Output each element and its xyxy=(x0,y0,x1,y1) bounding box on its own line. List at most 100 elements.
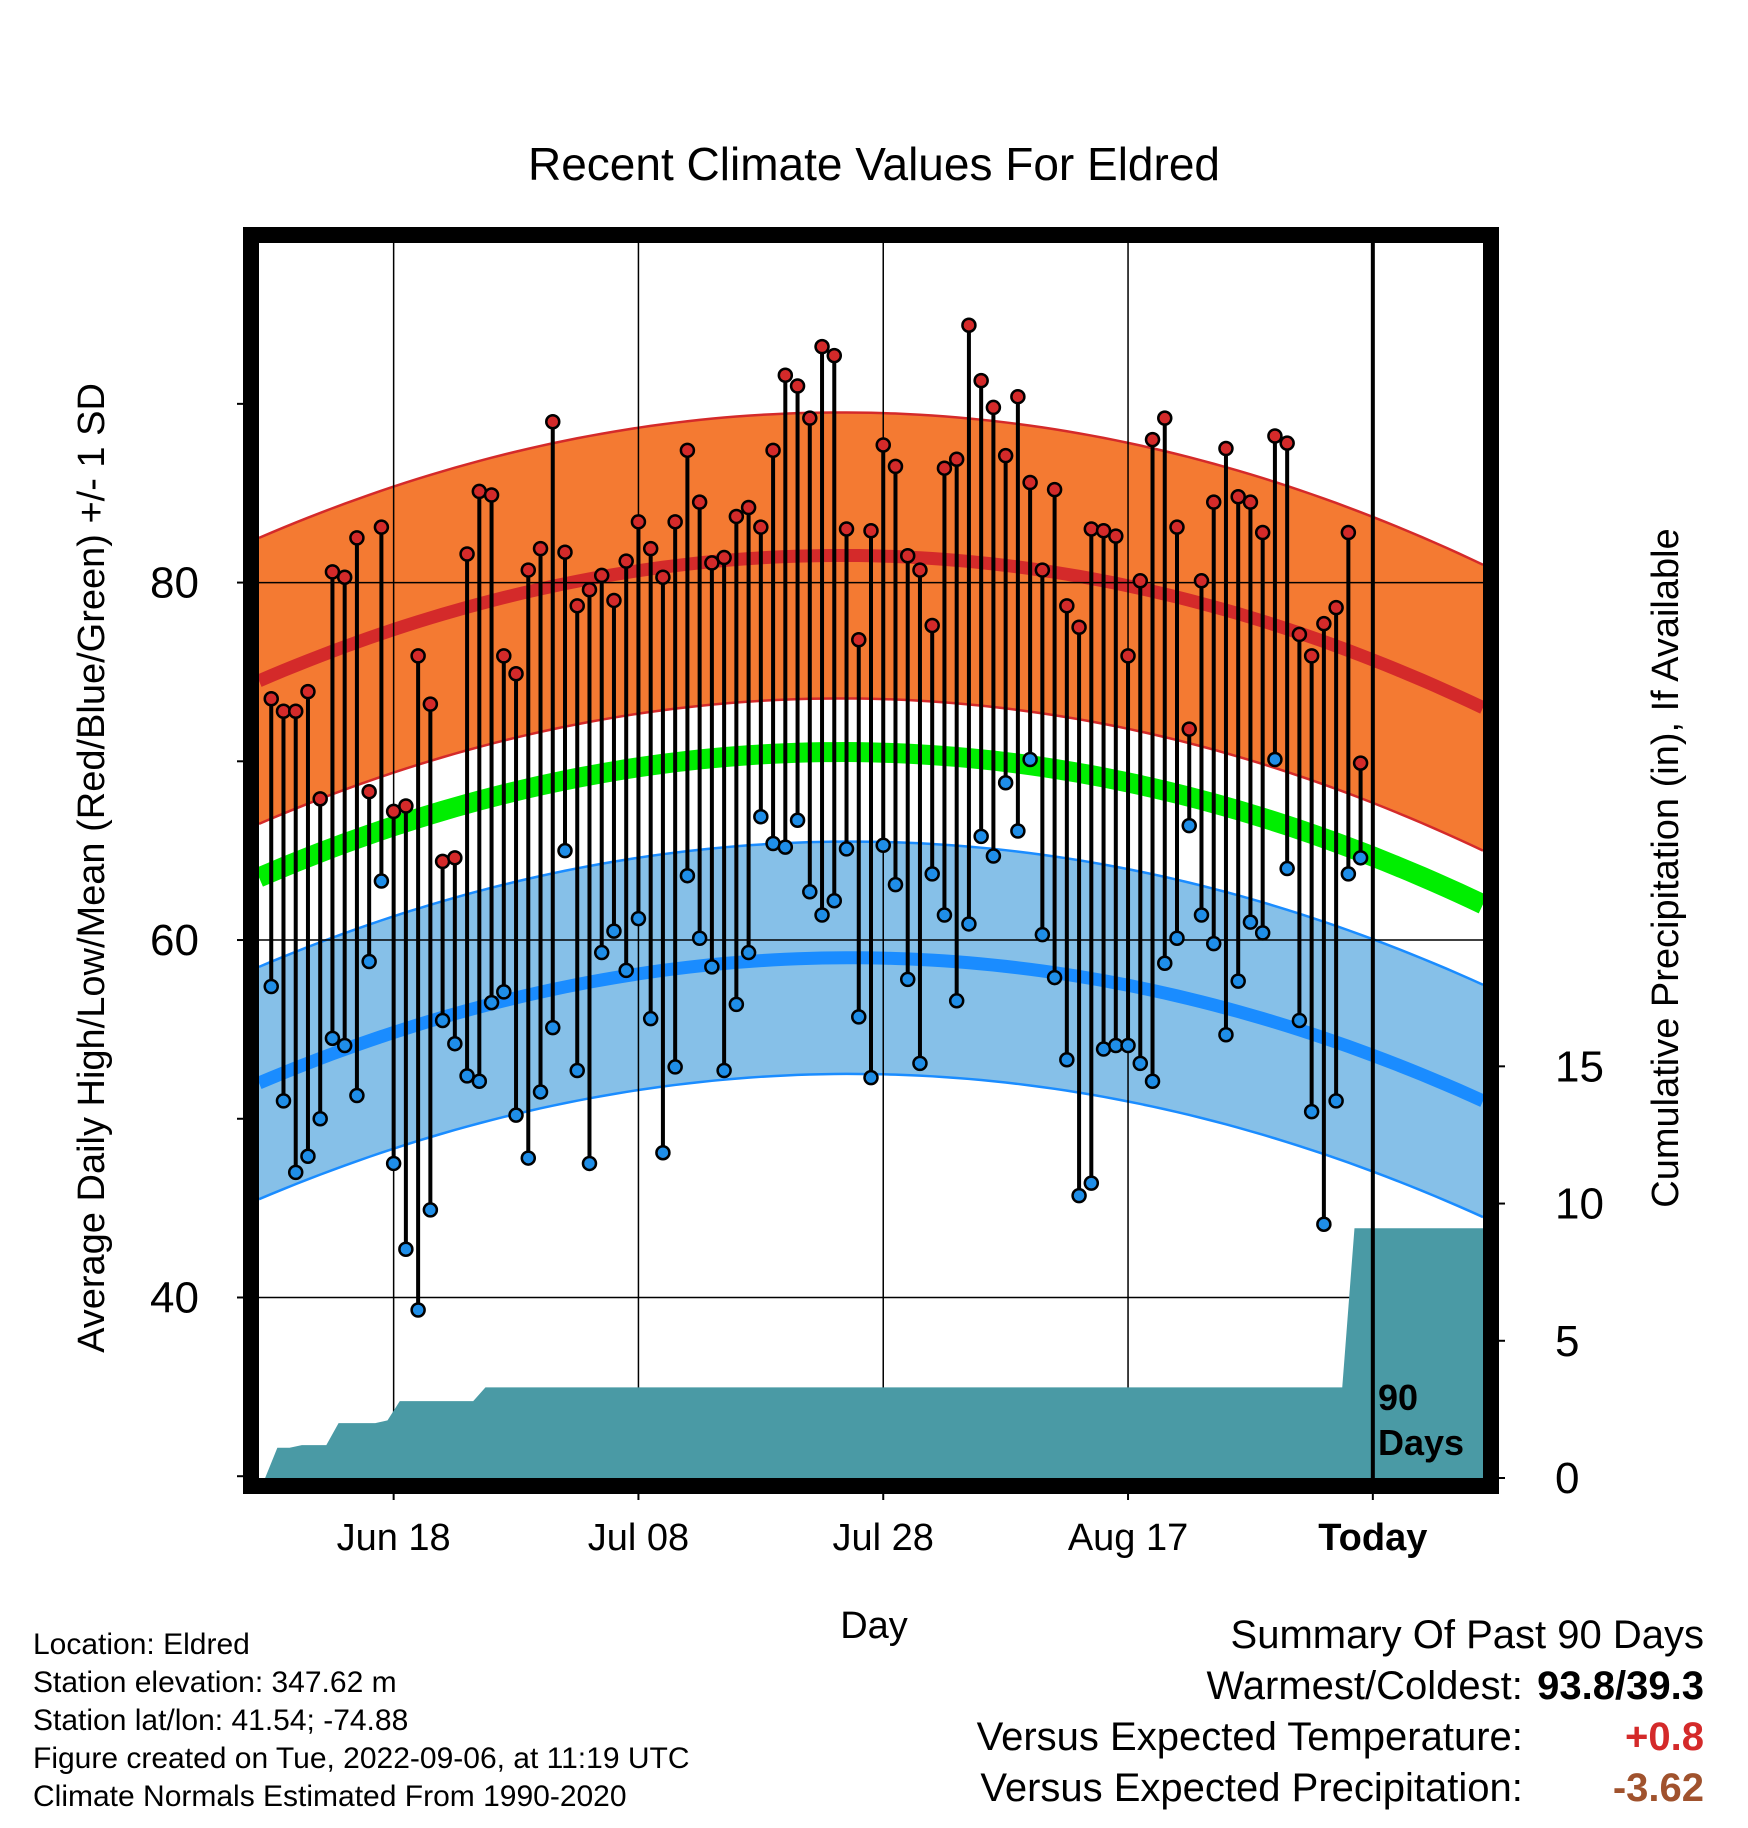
low-point-day-73 xyxy=(1144,1073,1161,1089)
low-point-day-1 xyxy=(263,978,279,995)
summary-heading: Summary Of Past 90 Days xyxy=(1230,1613,1704,1657)
low-point-day-72 xyxy=(1132,1055,1149,1072)
daily-stems xyxy=(269,325,1363,1310)
high-point-day-54 xyxy=(912,562,928,578)
high-point-day-75 xyxy=(1169,519,1185,535)
high-point-day-39 xyxy=(728,508,745,525)
low-point-day-42 xyxy=(765,835,781,852)
low-point-day-57 xyxy=(948,993,965,1009)
high-point-day-37 xyxy=(704,555,720,571)
high-point-day-69 xyxy=(1095,522,1112,539)
high-point-day-42 xyxy=(765,442,781,459)
low-point-day-47 xyxy=(826,892,843,909)
high-point-day-70 xyxy=(1108,528,1124,544)
high-point-day-55 xyxy=(924,617,940,634)
low-point-day-23 xyxy=(532,1084,549,1100)
today-marker-line1: 90 xyxy=(1378,1377,1418,1418)
low-point-day-30 xyxy=(618,962,634,979)
low-point-day-77 xyxy=(1193,907,1210,923)
low-point-day-4 xyxy=(300,1148,316,1165)
high-point-day-76 xyxy=(1181,721,1197,737)
high-point-day-40 xyxy=(740,499,757,516)
warm-cold-row: Warmest/Coldest: 93.8/39.3 xyxy=(977,1661,1705,1712)
high-point-day-23 xyxy=(532,540,549,557)
precip-row: Versus Expected Precipitation: -3.62 xyxy=(977,1763,1704,1814)
low-point-day-22 xyxy=(520,1150,537,1166)
low-point-day-20 xyxy=(496,984,512,1000)
high-point-day-7 xyxy=(336,569,353,585)
low-point-day-25 xyxy=(557,842,573,859)
today-marker-line2: Days xyxy=(1378,1422,1464,1463)
high-point-day-59 xyxy=(973,372,989,389)
high-point-day-61 xyxy=(997,447,1014,464)
normals-text: Climate Normals Estimated From 1990-2020 xyxy=(33,1780,627,1813)
precip-value: -3.62 xyxy=(1612,1766,1704,1810)
low-point-day-5 xyxy=(312,1111,328,1127)
high-point-day-27 xyxy=(581,581,598,598)
high-point-day-15 xyxy=(434,853,451,870)
daily-dots xyxy=(263,317,1369,1318)
low-point-day-83 xyxy=(1267,751,1283,768)
high-point-day-35 xyxy=(679,442,696,459)
high-point-day-31 xyxy=(630,514,647,530)
low-point-day-88 xyxy=(1328,1093,1344,1109)
low-point-day-66 xyxy=(1059,1052,1075,1068)
high-point-day-45 xyxy=(802,410,818,426)
low-point-day-59 xyxy=(973,828,989,845)
high-point-day-1 xyxy=(263,691,279,707)
high-point-day-66 xyxy=(1059,598,1075,614)
y-tick-label-80: 80 xyxy=(150,559,199,608)
precip-tick-label-0: 0 xyxy=(1555,1454,1579,1503)
low-point-day-78 xyxy=(1205,935,1222,952)
low-point-day-6 xyxy=(324,1030,341,1047)
high-point-day-18 xyxy=(471,483,488,500)
low-point-day-87 xyxy=(1316,1216,1332,1232)
high-point-day-71 xyxy=(1120,648,1136,664)
low-point-day-19 xyxy=(483,994,500,1011)
high-point-day-47 xyxy=(826,347,843,364)
high-point-day-16 xyxy=(447,850,463,866)
high-point-day-22 xyxy=(520,562,537,578)
low-point-day-55 xyxy=(924,866,940,882)
high-point-day-58 xyxy=(961,317,977,333)
high-point-day-86 xyxy=(1303,648,1320,664)
high-point-day-19 xyxy=(483,487,500,503)
low-point-day-53 xyxy=(899,971,916,988)
high-point-day-48 xyxy=(838,521,855,537)
low-point-day-45 xyxy=(802,884,818,900)
low-point-day-43 xyxy=(777,839,794,855)
high-point-day-32 xyxy=(642,540,659,557)
low-point-day-44 xyxy=(789,812,806,829)
low-point-day-63 xyxy=(1022,751,1038,768)
low-point-day-40 xyxy=(740,944,757,961)
low-point-day-76 xyxy=(1181,817,1197,834)
warm-cold-value: 93.8/39.3 xyxy=(1537,1664,1704,1708)
high-point-day-82 xyxy=(1254,524,1271,541)
high-point-day-83 xyxy=(1267,428,1283,444)
high-point-day-38 xyxy=(716,549,732,566)
low-point-day-86 xyxy=(1303,1103,1320,1120)
precip-tick-label-15: 15 xyxy=(1555,1042,1604,1091)
y-tick-label-60: 60 xyxy=(150,916,199,965)
low-point-day-33 xyxy=(655,1144,671,1161)
high-point-day-79 xyxy=(1218,440,1234,457)
high-point-day-90 xyxy=(1352,755,1369,771)
high-point-day-51 xyxy=(875,437,891,453)
high-point-day-63 xyxy=(1022,474,1038,491)
high-point-day-64 xyxy=(1034,562,1051,578)
low-point-day-51 xyxy=(875,837,891,854)
high-point-day-49 xyxy=(851,632,867,648)
low-point-day-31 xyxy=(630,910,647,927)
y-tick-label-40: 40 xyxy=(150,1273,199,1322)
x-tick-label-jun-18: Jun 18 xyxy=(337,1517,451,1559)
high-point-day-6 xyxy=(324,564,341,580)
cumulative-precip-area xyxy=(259,1228,1483,1478)
high-sd-upper-edge xyxy=(258,411,1484,566)
x-tick-label-jul-28: Jul 28 xyxy=(833,1517,934,1559)
precip-label: Versus Expected Precipitation: xyxy=(980,1766,1523,1810)
high-point-day-28 xyxy=(593,567,610,584)
high-point-day-33 xyxy=(655,569,671,585)
low-point-day-24 xyxy=(545,1019,561,1036)
station-info: Location: Eldred Station elevation: 347.… xyxy=(33,1626,690,1816)
